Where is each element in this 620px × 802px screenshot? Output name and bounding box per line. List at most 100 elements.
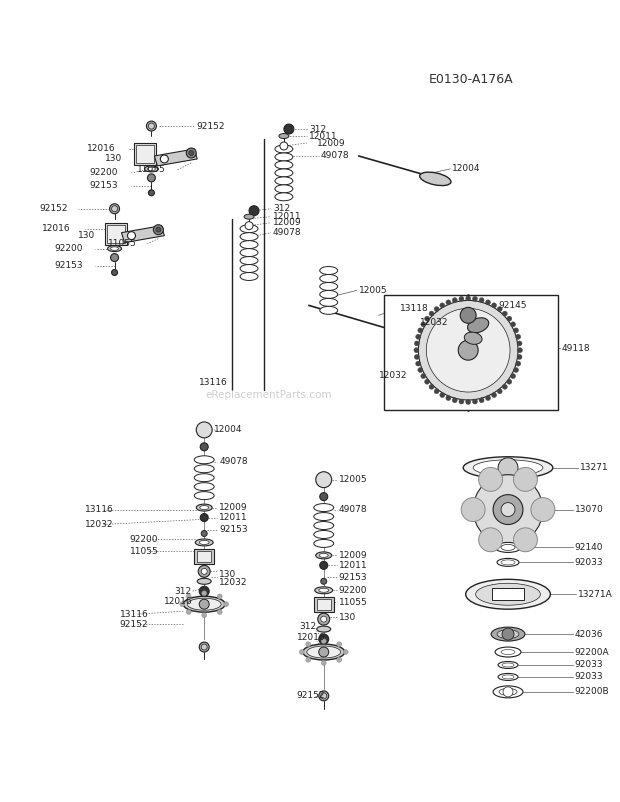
Circle shape bbox=[502, 384, 507, 389]
Circle shape bbox=[498, 458, 518, 478]
Bar bbox=[107, 225, 125, 243]
Circle shape bbox=[188, 151, 193, 156]
Ellipse shape bbox=[194, 483, 214, 491]
Circle shape bbox=[199, 642, 209, 652]
Ellipse shape bbox=[314, 504, 334, 512]
Circle shape bbox=[459, 297, 464, 302]
Bar bbox=[194, 549, 214, 565]
Text: E0130-A176A: E0130-A176A bbox=[428, 73, 513, 86]
Circle shape bbox=[510, 374, 515, 379]
Circle shape bbox=[425, 316, 430, 321]
Circle shape bbox=[485, 395, 490, 400]
Circle shape bbox=[452, 398, 458, 403]
Text: 42036: 42036 bbox=[575, 630, 603, 638]
Circle shape bbox=[299, 650, 304, 654]
Circle shape bbox=[434, 306, 439, 312]
Ellipse shape bbox=[240, 257, 258, 265]
Circle shape bbox=[202, 613, 206, 618]
Text: 13271A: 13271A bbox=[578, 589, 613, 599]
Ellipse shape bbox=[275, 153, 293, 161]
Ellipse shape bbox=[476, 583, 541, 606]
Ellipse shape bbox=[197, 578, 211, 585]
Circle shape bbox=[502, 311, 507, 316]
Text: 11055: 11055 bbox=[136, 165, 165, 174]
Circle shape bbox=[217, 594, 222, 599]
Circle shape bbox=[473, 475, 543, 545]
Ellipse shape bbox=[385, 326, 416, 340]
Circle shape bbox=[421, 322, 426, 326]
Bar bbox=[317, 599, 330, 610]
Circle shape bbox=[440, 392, 445, 398]
Circle shape bbox=[415, 334, 420, 339]
Circle shape bbox=[148, 190, 154, 196]
Circle shape bbox=[513, 528, 538, 552]
Ellipse shape bbox=[319, 553, 328, 557]
Circle shape bbox=[153, 225, 163, 235]
Ellipse shape bbox=[493, 686, 523, 698]
Ellipse shape bbox=[144, 166, 158, 172]
Circle shape bbox=[414, 341, 419, 346]
Circle shape bbox=[503, 687, 513, 697]
Text: 49078: 49078 bbox=[339, 505, 367, 514]
Text: 92200: 92200 bbox=[339, 585, 367, 595]
Circle shape bbox=[479, 298, 484, 302]
Text: 12032: 12032 bbox=[379, 371, 407, 379]
Circle shape bbox=[200, 513, 208, 521]
Text: 11055: 11055 bbox=[130, 547, 158, 556]
Circle shape bbox=[110, 204, 120, 213]
Circle shape bbox=[343, 650, 348, 654]
Circle shape bbox=[466, 399, 471, 404]
Circle shape bbox=[497, 306, 502, 312]
Text: 92145: 92145 bbox=[498, 301, 526, 310]
Circle shape bbox=[461, 497, 485, 521]
Text: 92033: 92033 bbox=[575, 558, 603, 567]
Circle shape bbox=[316, 472, 332, 488]
Circle shape bbox=[306, 642, 311, 646]
Ellipse shape bbox=[316, 552, 332, 559]
Text: 12032: 12032 bbox=[219, 577, 247, 587]
Ellipse shape bbox=[502, 663, 514, 667]
Text: 92153: 92153 bbox=[339, 573, 367, 581]
Ellipse shape bbox=[314, 530, 334, 538]
Text: 12004: 12004 bbox=[452, 164, 480, 173]
Ellipse shape bbox=[497, 558, 519, 566]
Ellipse shape bbox=[184, 596, 225, 612]
Ellipse shape bbox=[148, 167, 156, 171]
Circle shape bbox=[429, 311, 434, 316]
Ellipse shape bbox=[199, 541, 209, 545]
Circle shape bbox=[337, 658, 342, 662]
Circle shape bbox=[224, 602, 229, 606]
Bar bbox=[136, 145, 154, 163]
Ellipse shape bbox=[473, 460, 543, 476]
Circle shape bbox=[440, 303, 445, 308]
Circle shape bbox=[186, 148, 197, 158]
Ellipse shape bbox=[315, 587, 333, 593]
Ellipse shape bbox=[463, 457, 553, 479]
Circle shape bbox=[452, 298, 458, 302]
Circle shape bbox=[245, 221, 253, 229]
Text: 312: 312 bbox=[309, 124, 326, 134]
Circle shape bbox=[517, 341, 522, 346]
Circle shape bbox=[516, 361, 521, 366]
Bar bbox=[384, 295, 558, 410]
Ellipse shape bbox=[320, 274, 338, 282]
Text: 13116: 13116 bbox=[120, 610, 148, 618]
Text: 12004: 12004 bbox=[214, 425, 242, 435]
Ellipse shape bbox=[499, 688, 517, 695]
Ellipse shape bbox=[275, 169, 293, 177]
Circle shape bbox=[513, 367, 518, 372]
Circle shape bbox=[321, 616, 327, 622]
Ellipse shape bbox=[275, 192, 293, 200]
Text: 12011: 12011 bbox=[309, 132, 337, 140]
Circle shape bbox=[479, 528, 503, 552]
Circle shape bbox=[128, 232, 136, 240]
Text: 92200: 92200 bbox=[130, 535, 158, 544]
Ellipse shape bbox=[307, 646, 340, 658]
Circle shape bbox=[517, 354, 522, 359]
Circle shape bbox=[421, 374, 426, 379]
Text: 12009: 12009 bbox=[339, 551, 367, 560]
Ellipse shape bbox=[240, 265, 258, 273]
Circle shape bbox=[148, 123, 154, 129]
Circle shape bbox=[249, 206, 259, 216]
Text: 92152: 92152 bbox=[197, 122, 224, 131]
